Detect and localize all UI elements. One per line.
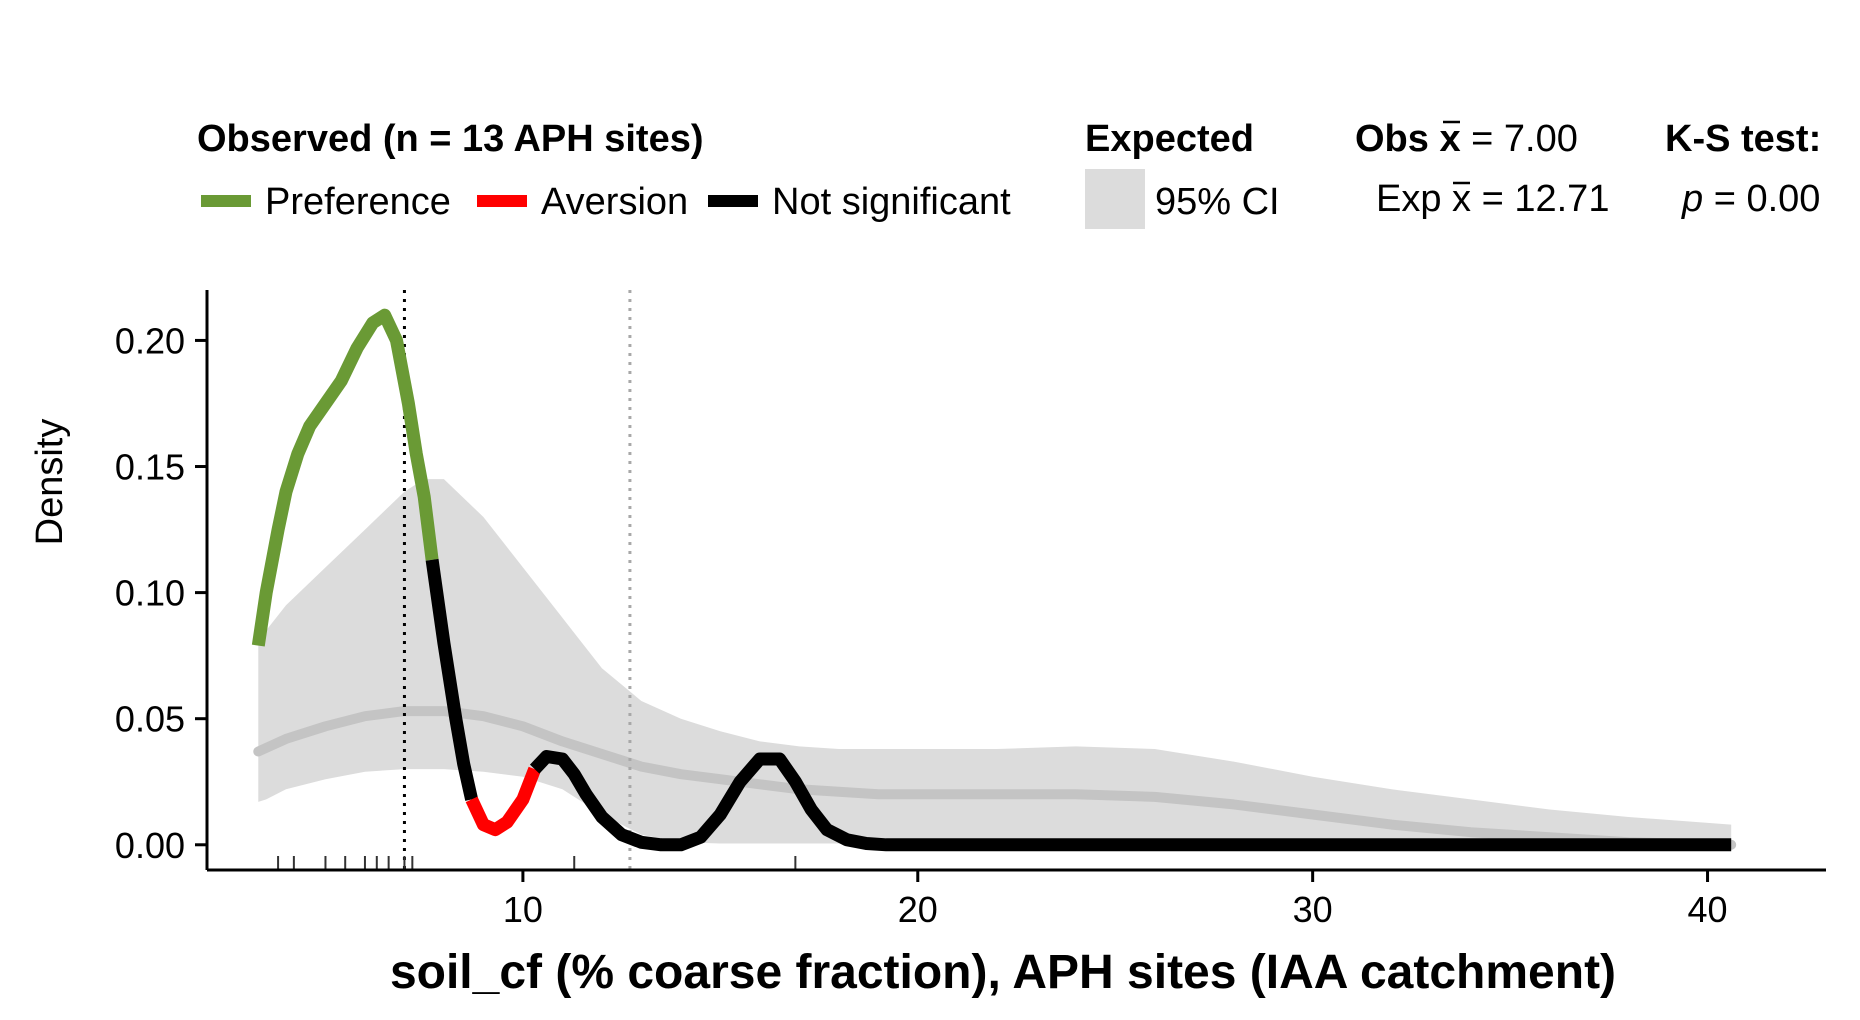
x-tick-label: 30: [1293, 889, 1333, 930]
x-tick-label: 20: [898, 889, 938, 930]
y-axis-title: Density: [29, 419, 71, 546]
legend-label-ci: 95% CI: [1155, 181, 1280, 223]
legend-label-not-significant: Not significant: [772, 181, 1011, 223]
exp-mean-xbar: x: [1452, 178, 1471, 220]
rug-layer: [277, 856, 797, 870]
ks-test-title: K-S test:: [1665, 118, 1821, 160]
x-tick-label: 40: [1688, 889, 1728, 930]
legend-expected-title: Expected: [1085, 118, 1254, 160]
ks-p-symbol: p: [1681, 178, 1703, 220]
mean-lines-layer: [402, 290, 632, 870]
legend: Observed (n = 13 APH sites) Preference A…: [197, 118, 1821, 229]
expected-mean-layer: [253, 706, 1737, 850]
y-tick-label: 0.00: [115, 825, 185, 866]
observed-segment-not-significant: [529, 750, 1732, 852]
exp-mean-value: = 12.71: [1482, 178, 1610, 220]
obs-mean-word: Obs: [1355, 118, 1429, 160]
legend-observed-title: Observed (n = 13 APH sites): [197, 118, 704, 160]
observed-segment-aversion: [465, 766, 541, 837]
exp-mean-label: Exp x = 12.71: [1376, 178, 1609, 220]
y-tick-label: 0.20: [115, 320, 185, 361]
expected-ci-layer: [258, 479, 1732, 844]
observed-density-layer: [251, 308, 1732, 852]
ks-p-value: = 0.00: [1703, 178, 1820, 220]
legend-label-preference: Preference: [265, 181, 451, 223]
x-tick-label: 10: [503, 889, 543, 930]
obs-mean-value: = 7.00: [1461, 118, 1578, 160]
obs-mean-label: Obs x = 7.00: [1355, 118, 1578, 160]
observed-segment-not-significant: [425, 558, 478, 801]
expected-ci-band: [258, 479, 1732, 844]
x-axis-title: soil_cf (% coarse fraction), APH sites (…: [390, 946, 1616, 999]
y-tick-label: 0.05: [115, 699, 185, 740]
observed-segment-preference: [251, 308, 439, 647]
y-tick-label: 0.10: [115, 573, 185, 614]
expected-mean-line: [253, 706, 1737, 850]
axes-layer: 10 20 30 40 0.00 0.05 0.10 0.15 0.20: [115, 290, 1826, 930]
y-tick-label: 0.15: [115, 447, 185, 488]
ks-test-pvalue: p = 0.00: [1681, 178, 1820, 220]
legend-key-ci: [1085, 169, 1145, 229]
obs-mean-xbar: x: [1439, 118, 1460, 160]
legend-label-aversion: Aversion: [541, 181, 688, 223]
exp-mean-word: Exp: [1376, 178, 1441, 220]
